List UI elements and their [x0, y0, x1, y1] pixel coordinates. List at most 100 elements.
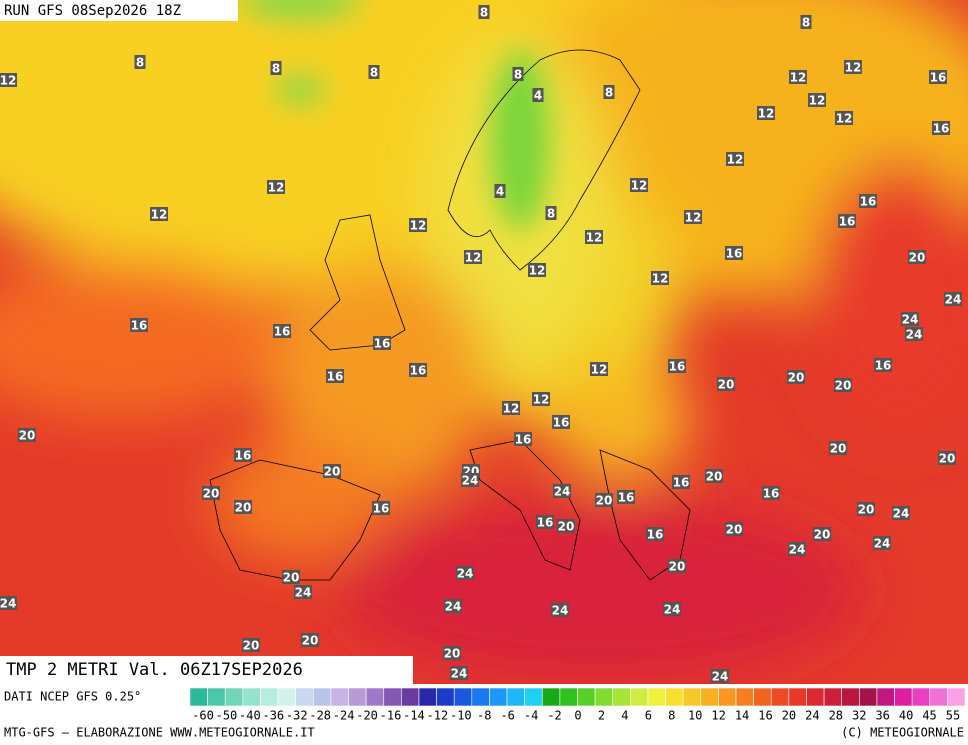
- temperature-label: 16: [410, 364, 427, 378]
- color-swatch: [841, 687, 860, 707]
- scale-label: 55: [946, 709, 960, 723]
- temperature-label: 16: [726, 247, 743, 261]
- color-swatch: [453, 687, 473, 707]
- temperature-label: 16: [669, 360, 686, 374]
- scale-label: 10: [688, 709, 702, 723]
- color-swatch: [330, 687, 349, 707]
- color-swatch: [295, 687, 314, 707]
- temperature-label: 20: [283, 571, 300, 585]
- temperature-label: 20: [243, 639, 260, 653]
- label-box: [461, 473, 479, 487]
- label-box: [234, 500, 252, 514]
- label-box: [0, 596, 17, 610]
- label-box: [905, 327, 923, 341]
- label-box: [684, 210, 702, 224]
- label-box: [502, 401, 520, 415]
- label-box: [323, 464, 341, 478]
- scale-label: 36: [875, 709, 889, 723]
- label-box: [788, 542, 806, 556]
- temperature-label: 20: [19, 429, 36, 443]
- scale-label: -4: [524, 709, 538, 723]
- scale-label: 28: [829, 709, 843, 723]
- label-box: [944, 292, 962, 306]
- color-swatch: [823, 687, 843, 707]
- temperature-label: 16: [515, 433, 532, 447]
- label-box: [651, 271, 669, 285]
- scale-label: -40: [239, 709, 261, 723]
- temperature-label: 24: [0, 597, 16, 611]
- scale-label: 0: [574, 709, 581, 723]
- label-box: [590, 362, 608, 376]
- color-swatch: [365, 687, 385, 707]
- color-swatch: [524, 687, 543, 707]
- color-swatch: [647, 687, 666, 707]
- color-swatch: [735, 687, 754, 707]
- temperature-label: 12: [685, 211, 702, 225]
- source: DATI NCEP GFS 0.25°: [4, 690, 141, 704]
- label-box: [552, 415, 570, 429]
- temperature-label: 20: [718, 378, 735, 392]
- label-box: [202, 486, 220, 500]
- header-box: [0, 0, 238, 21]
- color-swatch: [506, 687, 525, 707]
- temperature-label: 24: [462, 474, 479, 488]
- label-box: [705, 469, 723, 483]
- color-swatch: [594, 687, 614, 707]
- label-box: [456, 566, 474, 580]
- label-box: [857, 502, 875, 516]
- run-label: RUN GFS 08Sep2026 18Z: [4, 3, 181, 19]
- temperature-label: 24: [874, 537, 891, 551]
- temperature-label: 24: [554, 485, 571, 499]
- label-box: [932, 121, 950, 135]
- temperature-label: 8: [547, 207, 555, 221]
- temperature-label: 16: [860, 195, 877, 209]
- temperature-label: 20: [669, 560, 686, 574]
- temperature-label: 24: [451, 667, 468, 681]
- label-box: [717, 377, 735, 391]
- label-box: [595, 493, 613, 507]
- label-box: [800, 15, 812, 29]
- scale-label: 12: [711, 709, 725, 723]
- label-box: [267, 180, 285, 194]
- scale-label: -6: [500, 709, 514, 723]
- temperature-label: 20: [788, 371, 805, 385]
- label-box: [844, 60, 862, 74]
- label-box: [757, 106, 775, 120]
- scale-label: 45: [922, 709, 936, 723]
- temperature-label: 12: [790, 71, 807, 85]
- label-box: [536, 515, 554, 529]
- label-box: [901, 312, 919, 326]
- temperature-label: 16: [274, 325, 291, 339]
- scale-label: -2: [547, 709, 561, 723]
- label-box: [929, 70, 947, 84]
- color-swatch: [348, 687, 367, 707]
- label-box: [326, 369, 344, 383]
- temperature-label: 8: [802, 16, 810, 30]
- temperature-label: 4: [534, 89, 542, 103]
- temperature-label: 20: [444, 647, 461, 661]
- label-box: [663, 602, 681, 616]
- color-swatch: [770, 687, 790, 707]
- temperature-label: 20: [235, 501, 252, 515]
- label-box: [873, 536, 891, 550]
- temperature-label: 24: [789, 543, 806, 557]
- temperature-label: 20: [726, 523, 743, 537]
- label-box: [294, 585, 312, 599]
- label-box: [450, 666, 468, 680]
- temperature-label: 12: [591, 363, 608, 377]
- temperature-label: 16: [537, 516, 554, 530]
- temperature-label: 20: [909, 251, 926, 265]
- color-swatch: [189, 687, 208, 707]
- temperature-label: 4: [496, 185, 504, 199]
- color-swatch: [277, 687, 296, 707]
- label-box: [726, 152, 744, 166]
- temperature-label: 12: [151, 208, 168, 222]
- scale-label: 24: [805, 709, 819, 723]
- scale-label: 14: [735, 709, 749, 723]
- color-swatch: [665, 687, 684, 707]
- footer-right: (C) METEOGIORNALE: [841, 726, 964, 740]
- label-box: [808, 93, 826, 107]
- label-box: [725, 522, 743, 536]
- scale-label: -32: [286, 709, 308, 723]
